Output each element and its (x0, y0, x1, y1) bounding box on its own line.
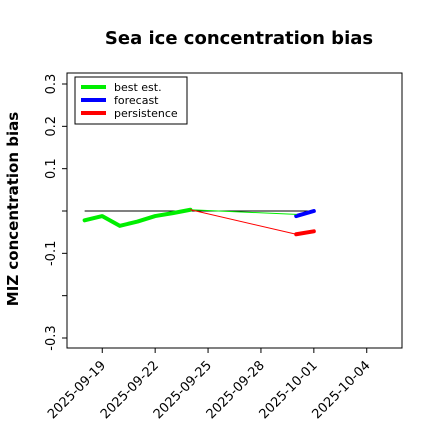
forecast-line (294, 209, 316, 219)
legend-label: forecast (114, 94, 159, 107)
best-est-thin-line (189, 209, 297, 215)
chart-title: Sea ice concentration bias (105, 28, 373, 49)
persistence-line (294, 229, 316, 237)
y-tick-label: 0.1 (44, 158, 59, 179)
legend-label: best est. (114, 81, 162, 94)
legend-label: persistence (114, 107, 178, 120)
y-tick-label: 0.2 (44, 116, 59, 137)
persistence-thin-line (189, 209, 297, 235)
x-axis: 2025-09-192025-09-222025-09-252025-09-28… (45, 348, 374, 422)
y-tick-label: -0.3 (44, 325, 59, 350)
y-axis: -0.3 -0.1 0.1 0.2 0.3 (44, 74, 67, 351)
best-est-line (82, 207, 193, 228)
series-layer (82, 207, 316, 237)
y-tick-label: 0.3 (44, 74, 59, 95)
y-tick-label: -0.1 (44, 241, 59, 266)
y-axis-label: MIZ concentration bias (4, 112, 22, 306)
